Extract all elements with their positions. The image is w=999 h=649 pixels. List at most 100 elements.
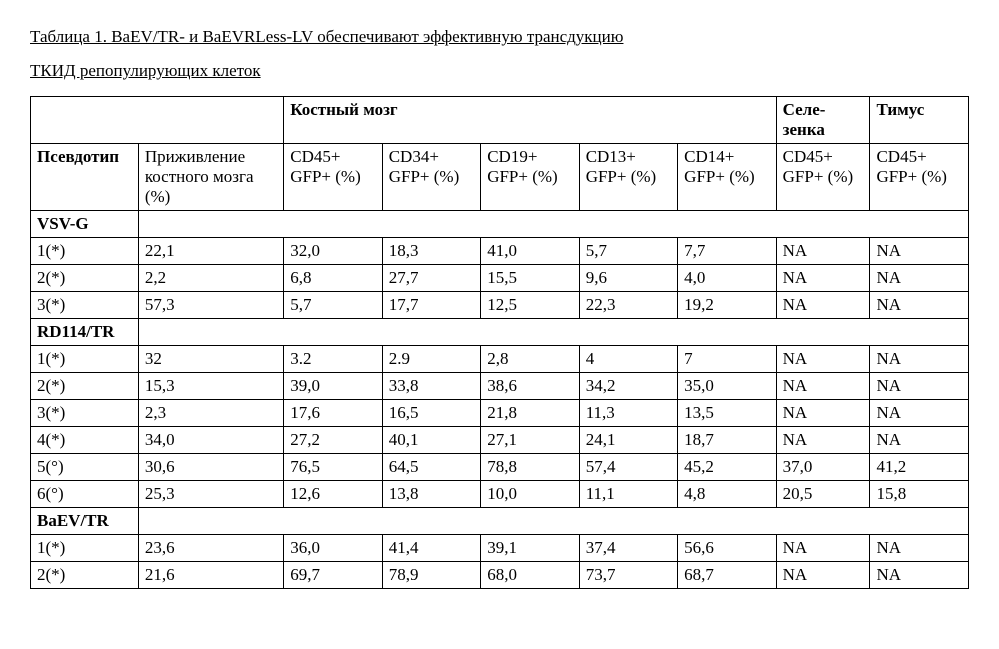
table-cell: 1(*) — [31, 346, 139, 373]
table-cell: 4,8 — [678, 481, 776, 508]
table-row: 1(*)323.22.92,847NANA — [31, 346, 969, 373]
header-row-1: Костный мозг Селе-зенка Тимус — [31, 97, 969, 144]
table-cell: 39,1 — [481, 535, 579, 562]
table-cell: 2,3 — [138, 400, 283, 427]
table-cell: 73,7 — [579, 562, 677, 589]
table-cell: 23,6 — [138, 535, 283, 562]
table-cell: 5(°) — [31, 454, 139, 481]
table-cell: 12,5 — [481, 292, 579, 319]
table-cell: 3.2 — [284, 346, 382, 373]
table-row: 1(*)23,636,041,439,137,456,6NANA — [31, 535, 969, 562]
table-cell: 40,1 — [382, 427, 480, 454]
table-cell: 30,6 — [138, 454, 283, 481]
table-cell: 9,6 — [579, 265, 677, 292]
table-cell: NA — [776, 535, 870, 562]
table-cell: NA — [776, 346, 870, 373]
table-cell: NA — [870, 373, 969, 400]
section-label: BaEV/TR — [31, 508, 139, 535]
table-cell: 1(*) — [31, 238, 139, 265]
table-cell: 69,7 — [284, 562, 382, 589]
data-table: Костный мозг Селе-зенка Тимус Псевдотип … — [30, 96, 969, 589]
table-cell: 2,2 — [138, 265, 283, 292]
table-cell: 11,3 — [579, 400, 677, 427]
table-cell: 21,8 — [481, 400, 579, 427]
table-cell: NA — [776, 373, 870, 400]
table-row: 2(*)2,26,827,715,59,64,0NANA — [31, 265, 969, 292]
header-thymus-cd45: CD45+ GFP+ (%) — [870, 144, 969, 211]
table-cell: 17,7 — [382, 292, 480, 319]
header-blank — [31, 97, 284, 144]
table-cell: NA — [870, 400, 969, 427]
table-cell: 34,0 — [138, 427, 283, 454]
section-label: VSV-G — [31, 211, 139, 238]
table-row: 1(*)22,132,018,341,05,77,7NANA — [31, 238, 969, 265]
section-row: BaEV/TR — [31, 508, 969, 535]
table-cell: 3(*) — [31, 292, 139, 319]
table-cell: 16,5 — [382, 400, 480, 427]
section-span — [138, 211, 968, 238]
table-cell: 1(*) — [31, 535, 139, 562]
table-cell: NA — [776, 427, 870, 454]
table-cell: 7,7 — [678, 238, 776, 265]
table-cell: 37,4 — [579, 535, 677, 562]
table-cell: NA — [870, 346, 969, 373]
table-cell: 36,0 — [284, 535, 382, 562]
table-cell: NA — [776, 265, 870, 292]
table-row: 4(*)34,027,240,127,124,118,7NANA — [31, 427, 969, 454]
table-cell: NA — [870, 292, 969, 319]
table-cell: 68,7 — [678, 562, 776, 589]
table-cell: 33,8 — [382, 373, 480, 400]
header-cd13: CD13+ GFP+ (%) — [579, 144, 677, 211]
table-cell: 56,6 — [678, 535, 776, 562]
table-cell: 15,5 — [481, 265, 579, 292]
title-line-2: ТКИД репопулирующих клеток — [30, 61, 261, 80]
table-row: 5(°)30,676,564,578,857,445,237,041,2 — [31, 454, 969, 481]
table-cell: 57,3 — [138, 292, 283, 319]
table-row: 3(*)57,35,717,712,522,319,2NANA — [31, 292, 969, 319]
table-cell: 78,8 — [481, 454, 579, 481]
table-cell: 5,7 — [284, 292, 382, 319]
table-cell: 20,5 — [776, 481, 870, 508]
table-cell: NA — [870, 535, 969, 562]
table-cell: NA — [776, 292, 870, 319]
section-row: RD114/TR — [31, 319, 969, 346]
table-cell: 2,8 — [481, 346, 579, 373]
header-spleen-cd45: CD45+ GFP+ (%) — [776, 144, 870, 211]
table-cell: 34,2 — [579, 373, 677, 400]
table-cell: 68,0 — [481, 562, 579, 589]
table-row: 2(*)21,669,778,968,073,768,7NANA — [31, 562, 969, 589]
table-cell: 19,2 — [678, 292, 776, 319]
table-cell: 64,5 — [382, 454, 480, 481]
table-title: Таблица 1. BaEV/TR- и BaEVRLess-LV обесп… — [30, 20, 969, 88]
table-cell: 4(*) — [31, 427, 139, 454]
table-cell: 3(*) — [31, 400, 139, 427]
table-cell: NA — [870, 562, 969, 589]
table-cell: 27,2 — [284, 427, 382, 454]
table-cell: NA — [776, 400, 870, 427]
table-cell: 4 — [579, 346, 677, 373]
table-cell: 41,2 — [870, 454, 969, 481]
table-row: 3(*)2,317,616,521,811,313,5NANA — [31, 400, 969, 427]
table-cell: 6(°) — [31, 481, 139, 508]
table-cell: 2(*) — [31, 373, 139, 400]
table-cell: 2(*) — [31, 265, 139, 292]
table-cell: 41,0 — [481, 238, 579, 265]
table-cell: NA — [870, 238, 969, 265]
header-pseudotype: Псевдотип — [31, 144, 139, 211]
table-row: 2(*)15,339,033,838,634,235,0NANA — [31, 373, 969, 400]
table-cell: 7 — [678, 346, 776, 373]
header-spleen: Селе-зенка — [776, 97, 870, 144]
header-cd45: CD45+ GFP+ (%) — [284, 144, 382, 211]
table-cell: NA — [870, 265, 969, 292]
table-cell: 25,3 — [138, 481, 283, 508]
header-bone-marrow: Костный мозг — [284, 97, 776, 144]
table-cell: 27,1 — [481, 427, 579, 454]
header-engraftment: Приживление костного мозга (%) — [138, 144, 283, 211]
table-cell: NA — [776, 238, 870, 265]
table-cell: 37,0 — [776, 454, 870, 481]
table-cell: 18,7 — [678, 427, 776, 454]
title-line-1: Таблица 1. BaEV/TR- и BaEVRLess-LV обесп… — [30, 27, 623, 46]
table-cell: 13,8 — [382, 481, 480, 508]
table-cell: 24,1 — [579, 427, 677, 454]
header-cd34: CD34+ GFP+ (%) — [382, 144, 480, 211]
